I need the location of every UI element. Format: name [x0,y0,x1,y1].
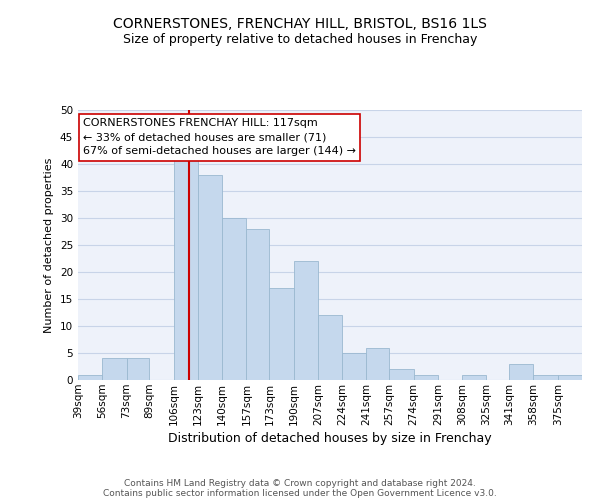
Bar [127,358,149,380]
Bar [367,348,389,380]
X-axis label: Distribution of detached houses by size in Frenchay: Distribution of detached houses by size … [168,432,492,445]
Bar [462,374,487,380]
Bar [198,175,222,380]
Bar [533,374,558,380]
Text: Contains public sector information licensed under the Open Government Licence v3: Contains public sector information licen… [103,488,497,498]
Bar [222,218,247,380]
Bar [413,374,438,380]
Bar [342,353,367,380]
Bar [173,158,198,380]
Text: CORNERSTONES, FRENCHAY HILL, BRISTOL, BS16 1LS: CORNERSTONES, FRENCHAY HILL, BRISTOL, BS… [113,18,487,32]
Text: CORNERSTONES FRENCHAY HILL: 117sqm
← 33% of detached houses are smaller (71)
67%: CORNERSTONES FRENCHAY HILL: 117sqm ← 33%… [83,118,356,156]
Bar [293,261,318,380]
Bar [102,358,127,380]
Bar [269,288,293,380]
Bar [78,374,102,380]
Bar [318,315,342,380]
Bar [247,229,269,380]
Bar [509,364,533,380]
Text: Size of property relative to detached houses in Frenchay: Size of property relative to detached ho… [123,32,477,46]
Text: Contains HM Land Registry data © Crown copyright and database right 2024.: Contains HM Land Registry data © Crown c… [124,478,476,488]
Bar [389,369,413,380]
Y-axis label: Number of detached properties: Number of detached properties [44,158,55,332]
Bar [558,374,582,380]
